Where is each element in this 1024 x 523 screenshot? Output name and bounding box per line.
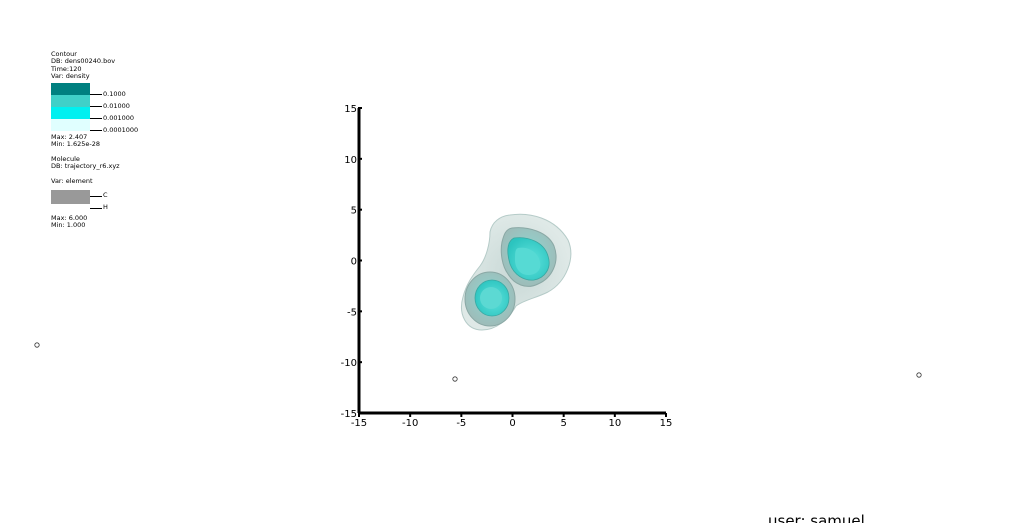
x-tick-label: 5 — [560, 418, 566, 429]
molecule-legend-max: Max: 6.000 — [51, 213, 88, 222]
x-axis-ticks: -15 -10 -5 0 5 10 15 — [351, 413, 673, 429]
contour-level-row: 0.001000 — [51, 106, 161, 122]
y-axis-ticks: 15 10 5 0 -5 -10 -15 — [341, 104, 362, 420]
molecule-legend-db: DB: trajectory_r6.xyz — [51, 162, 120, 171]
contour-legend-db: DB: dens00240.bov — [51, 57, 116, 66]
molecule-legend-title: Molecule — [51, 155, 80, 163]
molecule-legend-min: Min: 1.000 — [51, 221, 86, 230]
contour-level-row: 0.01000 — [51, 94, 161, 110]
contour-level-label: 0.01000 — [103, 101, 130, 110]
element-label-h: H — [103, 202, 108, 211]
point-markers — [34, 342, 922, 382]
element-tick-c — [90, 195, 102, 197]
contour-legend: Contour DB: dens00240.bov Time:120 Var: … — [51, 50, 161, 149]
point-marker — [34, 342, 40, 348]
contour-legend-time: Time:120 — [51, 64, 82, 73]
contour-level-label: 0.0001000 — [103, 125, 139, 134]
contour-level-swatch — [51, 94, 90, 107]
point-marker — [916, 372, 922, 378]
contour-level-swatch — [51, 106, 90, 119]
contour-level-label: 0.1000 — [103, 89, 126, 98]
contour-level-swatch — [51, 118, 90, 131]
contour-legend-var: Var: density — [51, 72, 90, 81]
contour-level-tick — [90, 117, 102, 119]
element-swatch — [51, 189, 90, 204]
y-tick-label: 15 — [344, 104, 357, 115]
contour-level-tick — [90, 105, 102, 107]
element-label-c: C — [103, 190, 108, 199]
density-contour — [461, 213, 572, 331]
contour-core-bottom — [480, 287, 502, 309]
x-tick-label: -5 — [456, 418, 466, 429]
contour-color-swatches: 0.1000 0.01000 0.001000 0.0001000 — [51, 82, 161, 134]
user-name: user: samuel — [768, 512, 865, 523]
contour-level-tick — [90, 93, 102, 95]
contour-level-swatch — [51, 82, 90, 95]
contour-level-tick — [90, 129, 102, 131]
x-tick-label: -10 — [402, 418, 418, 429]
y-tick-label: -15 — [341, 409, 357, 420]
molecule-legend-var: Var: element — [51, 177, 93, 186]
x-tick-label: -15 — [351, 418, 367, 429]
y-tick-label: 10 — [344, 155, 357, 166]
contour-legend-min: Min: 1.625e-28 — [51, 140, 101, 149]
plot-axes: -15 -10 -5 0 5 10 15 15 10 5 0 -5 -10 -15 — [341, 104, 673, 429]
y-tick-label: 0 — [351, 257, 357, 268]
contour-legend-max: Max: 2.407 — [51, 132, 88, 141]
x-tick-label: 10 — [608, 418, 621, 429]
y-tick-label: -5 — [347, 307, 357, 318]
contour-level-row: 0.1000 — [51, 82, 161, 98]
contour-level-row: 0.0001000 — [51, 118, 161, 134]
y-tick-label: -10 — [341, 358, 357, 369]
x-tick-label: 15 — [660, 418, 673, 429]
point-marker — [452, 376, 458, 382]
y-tick-label: 5 — [351, 206, 357, 217]
contour-core — [515, 247, 541, 275]
contour-legend-title: Contour — [51, 50, 77, 58]
molecule-swatches: C H — [51, 188, 161, 212]
contour-level-label: 0.001000 — [103, 113, 135, 122]
user-info: user: samuel Thu Apr 4 01:18:50 2024 — [768, 479, 961, 523]
molecule-legend: Molecule DB: trajectory_r6.xyz Var: elem… — [51, 155, 161, 230]
x-tick-label: 0 — [509, 418, 515, 429]
element-tick-h — [90, 207, 102, 209]
